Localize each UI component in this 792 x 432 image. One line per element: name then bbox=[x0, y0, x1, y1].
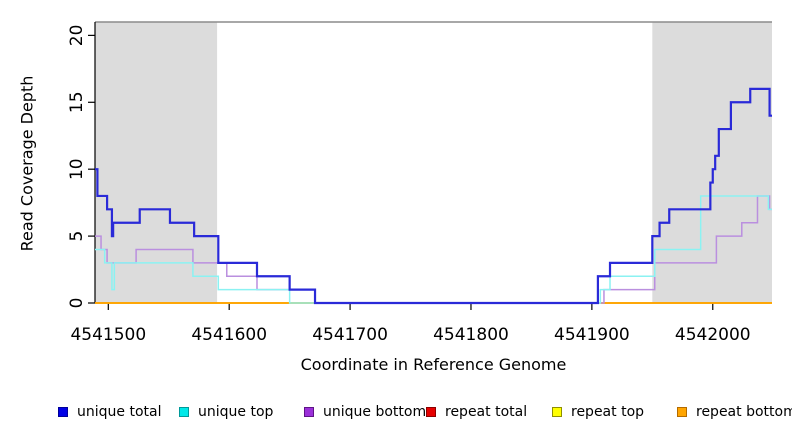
x-tick-label: 4541900 bbox=[554, 325, 630, 345]
x-tick-label: 4541700 bbox=[312, 325, 388, 345]
legend-swatch-icon-repeat-total bbox=[426, 407, 436, 417]
legend-label: repeat bottom bbox=[696, 404, 792, 420]
x-tick-label: 4541500 bbox=[70, 325, 146, 345]
legend-item-unique-total: unique total bbox=[58, 401, 161, 423]
x-tick-label: 4541800 bbox=[433, 325, 509, 345]
legend-item-repeat-total: repeat total bbox=[426, 401, 527, 423]
legend-item-repeat-top: repeat top bbox=[552, 401, 644, 423]
legend-label: unique bottom bbox=[323, 404, 427, 420]
y-tick-label: 20 bbox=[67, 25, 87, 47]
y-tick-label: 0 bbox=[67, 298, 87, 309]
legend-swatch-icon-unique-top bbox=[179, 407, 189, 417]
legend-label: repeat top bbox=[571, 404, 645, 420]
legend-item-unique-top: unique top bbox=[179, 401, 273, 423]
shaded-region bbox=[652, 22, 772, 303]
legend-item-unique-bottom: unique bottom bbox=[304, 401, 426, 423]
legend-swatch-icon-unique-bottom bbox=[304, 407, 314, 417]
x-axis-title: Coordinate in Reference Genome bbox=[300, 355, 567, 374]
x-tick-label: 4541600 bbox=[191, 325, 267, 345]
legend-swatch-icon-repeat-top bbox=[552, 407, 562, 417]
shaded-region bbox=[95, 22, 218, 303]
y-tick-label: 5 bbox=[67, 231, 87, 242]
series-line-unique-top bbox=[95, 195, 772, 304]
legend-label: unique top bbox=[198, 404, 274, 420]
legend-item-repeat-bottom: repeat bottom bbox=[677, 401, 792, 423]
y-tick-label: 10 bbox=[67, 158, 87, 180]
legend-swatch-icon-repeat-bottom bbox=[677, 407, 687, 417]
legend-swatch-icon-unique-total bbox=[58, 407, 68, 417]
series-line-unique-total bbox=[95, 87, 772, 305]
y-tick-label: 15 bbox=[67, 91, 87, 113]
x-tick-label: 4542000 bbox=[675, 325, 751, 345]
legend-label: unique total bbox=[77, 404, 162, 420]
legend-label: repeat total bbox=[445, 404, 528, 420]
y-axis-title: Read Coverage Depth bbox=[17, 75, 37, 252]
chart-legend: unique total unique top unique bottom repea… bbox=[0, 401, 792, 427]
